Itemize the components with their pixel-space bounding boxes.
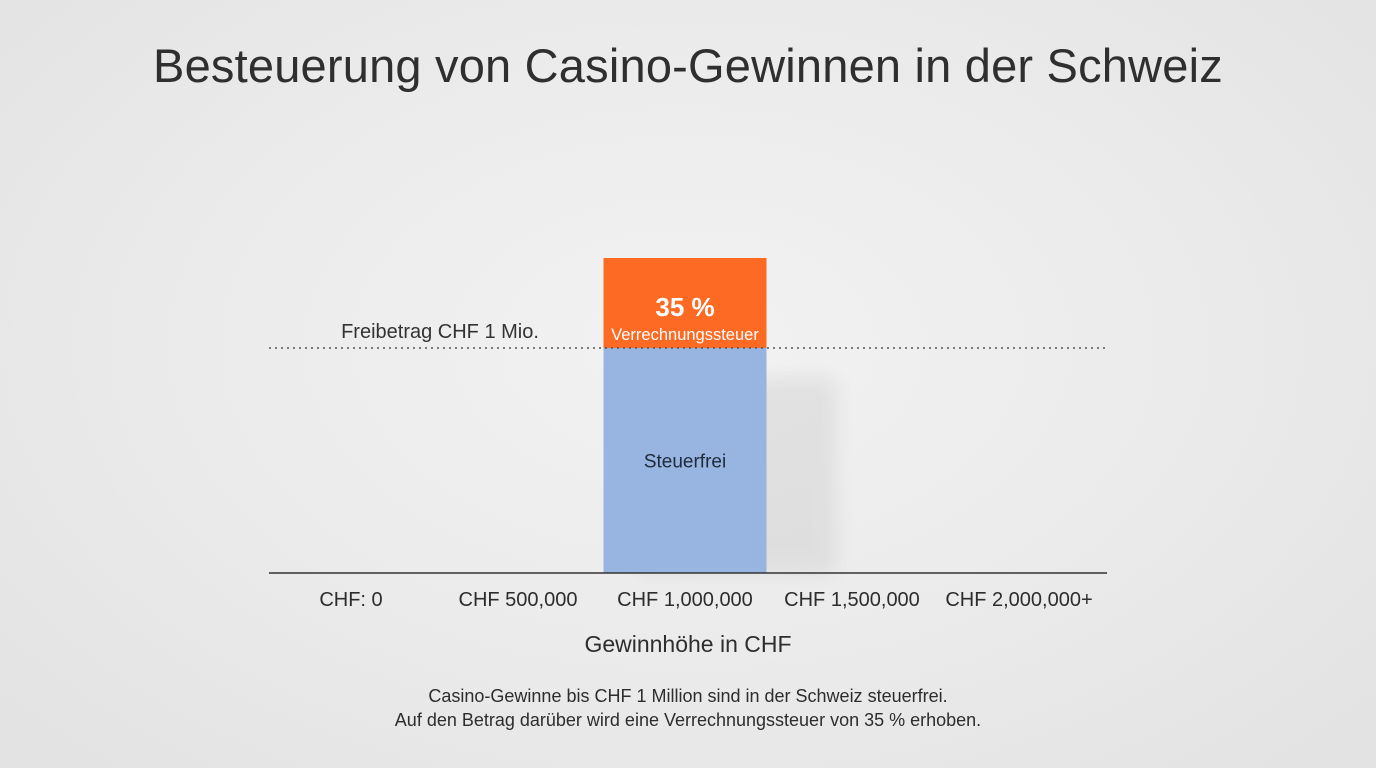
- bar-label-rate: 35 %: [655, 292, 714, 322]
- x-axis-title: Gewinnhöhe in CHF: [584, 631, 791, 657]
- bar-segment-steuerfrei: [603, 348, 767, 573]
- bar-segment-verrechnungssteuer: [603, 258, 767, 348]
- bar-label-verrechnungssteuer: Verrechnungssteuer: [611, 326, 759, 344]
- x-tick-label: CHF 1,000,000: [617, 589, 753, 611]
- caption-line-2: Auf den Betrag darüber wird eine Verrech…: [394, 710, 982, 730]
- x-tick-label: CHF 500,000: [459, 589, 578, 611]
- chart-title: Besteuerung von Casino-Gewinnen in der S…: [153, 39, 1223, 92]
- x-tick-label: CHF 2,000,000+: [945, 589, 1092, 611]
- threshold-label: Freibetrag CHF 1 Mio.: [341, 321, 539, 343]
- caption-line-1: Casino-Gewinne bis CHF 1 Million sind in…: [428, 686, 948, 706]
- x-tick-label: CHF: 0: [319, 589, 382, 611]
- bar-label-steuerfrei: Steuerfrei: [644, 452, 726, 473]
- x-tick-label: CHF 1,500,000: [784, 589, 920, 611]
